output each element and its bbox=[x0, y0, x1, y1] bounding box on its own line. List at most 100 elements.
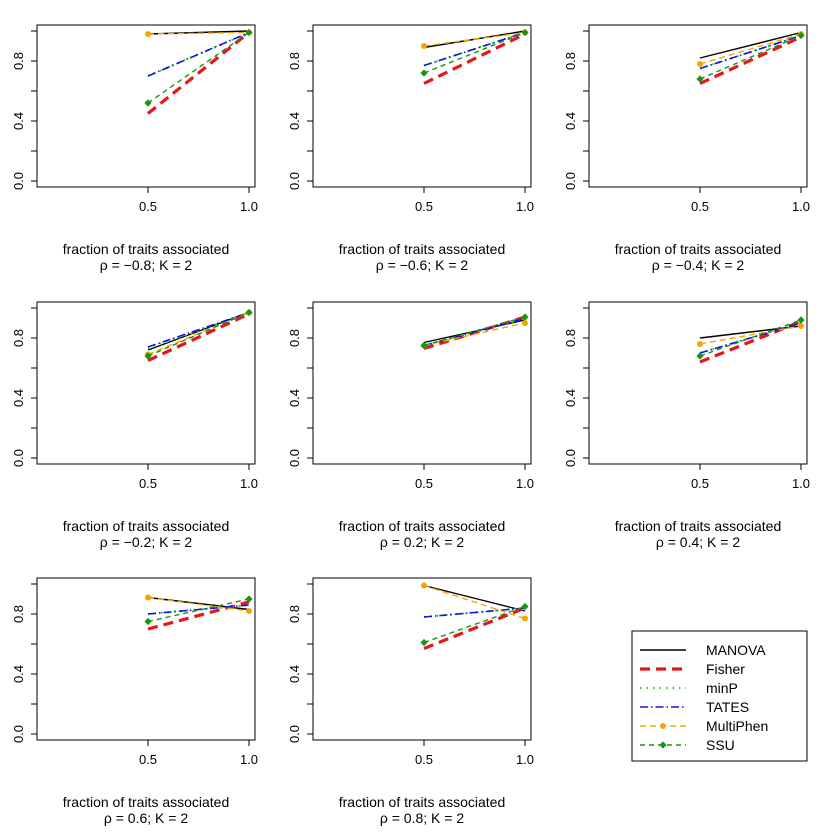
point-ssu bbox=[144, 352, 152, 360]
x-tick-label: 0.5 bbox=[415, 476, 433, 491]
point-ssu bbox=[144, 617, 152, 626]
point-ssu bbox=[144, 99, 152, 107]
point-multiphen bbox=[697, 61, 703, 67]
plot-frame bbox=[312, 301, 532, 465]
point-multiphen bbox=[697, 341, 703, 347]
point-ssu bbox=[521, 602, 529, 611]
x-axis-label: fraction of traits associated bbox=[63, 794, 230, 810]
point-ssu bbox=[696, 75, 704, 83]
y-tick-label: 0.4 bbox=[11, 389, 26, 407]
y-tick-label: 0.0 bbox=[11, 449, 26, 467]
series-line-manova bbox=[699, 325, 802, 339]
series-line-manova bbox=[423, 584, 526, 612]
legend: MANOVA Fisher minP TATES MultiPhen SSU bbox=[631, 630, 808, 762]
series-line-ssu bbox=[147, 31, 250, 104]
plot-frame bbox=[312, 577, 532, 741]
series-line-multiphen bbox=[423, 31, 526, 47]
legend-entry: MANOVA bbox=[640, 642, 766, 658]
point-multiphen bbox=[421, 43, 427, 49]
chart-panel: 0.5 1.0 0.0 0.4 0.8 fraction of traits associ… bbox=[287, 577, 534, 826]
series-line-fisher bbox=[147, 312, 250, 362]
series-line-ssu bbox=[423, 31, 526, 74]
chart-panel: 0.5 1.0 0.0 0.4 0.8 fraction of traits associ… bbox=[11, 24, 258, 273]
point-ssu bbox=[797, 316, 805, 324]
point-ssu bbox=[521, 28, 529, 37]
panel-subtitle: ρ = −0.6; K = 2 bbox=[376, 257, 469, 273]
x-tick-label: 0.5 bbox=[139, 199, 157, 214]
y-tick-label: 0.4 bbox=[287, 389, 302, 407]
point-multiphen bbox=[145, 31, 151, 37]
chart-panel: 0.5 1.0 0.0 0.4 0.8 fraction of traits associ… bbox=[11, 577, 258, 826]
x-tick-label: 0.5 bbox=[691, 199, 709, 214]
point-ssu bbox=[245, 28, 253, 37]
y-tick-label: 0.8 bbox=[287, 52, 302, 70]
series-line-manova bbox=[147, 30, 250, 35]
chart-panel: 0.5 1.0 0.0 0.4 0.8 fraction of traits associ… bbox=[11, 301, 258, 550]
series-line-tates bbox=[147, 311, 250, 348]
point-multiphen bbox=[421, 582, 427, 589]
panel-subtitle: ρ = 0.2; K = 2 bbox=[380, 534, 464, 550]
series-line-minp bbox=[147, 31, 250, 78]
series-line-multiphen bbox=[699, 33, 802, 65]
y-tick-label: 0.0 bbox=[287, 449, 302, 467]
plot-frame bbox=[588, 301, 808, 465]
x-tick-label: 0.5 bbox=[139, 476, 157, 491]
y-tick-label: 0.4 bbox=[287, 112, 302, 130]
series-line-tates bbox=[423, 317, 526, 347]
y-tick-label: 0.8 bbox=[287, 605, 302, 623]
panel-subtitle: ρ = −0.8; K = 2 bbox=[100, 257, 193, 273]
point-multiphen bbox=[246, 608, 252, 614]
point-multiphen bbox=[145, 594, 151, 601]
plot-frame bbox=[36, 24, 256, 188]
series-line-fisher bbox=[699, 320, 802, 364]
series-line-manova bbox=[699, 31, 802, 59]
panel-subtitle: ρ = 0.8; K = 2 bbox=[380, 810, 464, 826]
chart-panel: 0.5 1.0 0.0 0.4 0.8 fraction of traits associ… bbox=[563, 24, 810, 273]
x-tick-label: 1.0 bbox=[240, 199, 258, 214]
x-tick-label: 1.0 bbox=[516, 476, 534, 491]
legend-entry: Fisher bbox=[640, 661, 745, 677]
legend-box bbox=[631, 630, 808, 762]
point-ssu bbox=[245, 308, 253, 317]
series-line-tates bbox=[699, 34, 802, 70]
x-tick-label: 0.5 bbox=[691, 476, 709, 491]
x-axis-label: fraction of traits associated bbox=[63, 241, 230, 257]
y-tick-label: 0.4 bbox=[11, 665, 26, 683]
x-tick-label: 0.5 bbox=[415, 199, 433, 214]
x-axis-label: fraction of traits associated bbox=[339, 241, 506, 257]
legend-marker bbox=[660, 723, 666, 729]
chart-panel: 0.5 1.0 0.0 0.4 0.8 fraction of traits associ… bbox=[563, 301, 810, 550]
series-line-ssu bbox=[699, 34, 802, 80]
point-ssu bbox=[797, 31, 805, 40]
point-ssu bbox=[420, 69, 428, 77]
point-ssu bbox=[696, 352, 704, 360]
plot-frame bbox=[36, 301, 256, 465]
legend-entry: SSU bbox=[640, 737, 735, 753]
y-tick-label: 0.4 bbox=[563, 112, 578, 130]
series-line-ssu bbox=[147, 311, 250, 357]
y-tick-label: 0.8 bbox=[11, 605, 26, 623]
legend-entry: TATES bbox=[640, 699, 749, 715]
x-axis-label: fraction of traits associated bbox=[615, 241, 782, 257]
series-line-multiphen bbox=[423, 584, 526, 620]
series-line-multiphen bbox=[699, 325, 802, 345]
point-ssu bbox=[420, 638, 428, 647]
x-axis-label: fraction of traits associated bbox=[63, 518, 230, 534]
legend-entry: minP bbox=[640, 680, 738, 696]
series-line-fisher bbox=[423, 606, 526, 650]
series-line-fisher bbox=[699, 35, 802, 85]
y-tick-label: 0.4 bbox=[11, 112, 26, 130]
point-multiphen bbox=[522, 615, 528, 622]
series-line-fisher bbox=[146, 31, 251, 115]
panel-subtitle: ρ = −0.2; K = 2 bbox=[100, 534, 193, 550]
plot-frame bbox=[312, 24, 532, 188]
series-line-multiphen bbox=[147, 596, 250, 612]
series-line-tates bbox=[147, 31, 250, 77]
plot-frame bbox=[36, 577, 256, 741]
y-tick-label: 0.8 bbox=[11, 329, 26, 347]
legend-marker bbox=[659, 741, 667, 749]
series-line-fisher bbox=[423, 32, 526, 85]
x-axis-label: fraction of traits associated bbox=[339, 518, 506, 534]
point-multiphen bbox=[798, 323, 804, 329]
series-line-multiphen bbox=[423, 322, 526, 347]
